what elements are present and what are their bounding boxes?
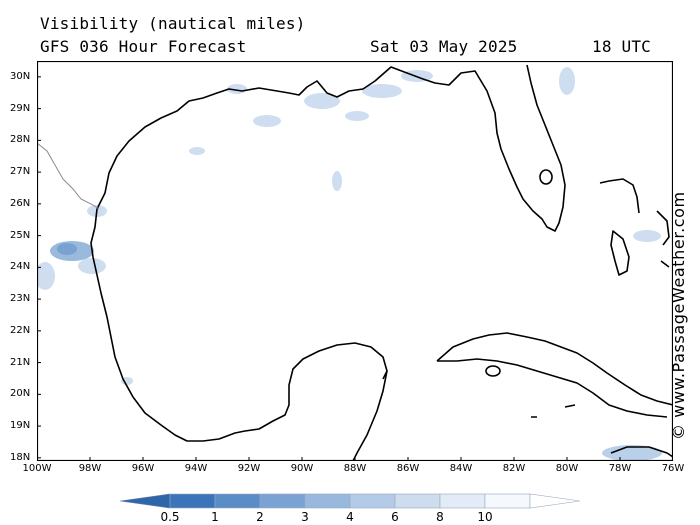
- lat-label: 20N: [10, 388, 31, 400]
- colorbar-min-arrow: [119, 493, 171, 509]
- cozumel: [382, 370, 388, 380]
- bahamas-islands: [599, 178, 670, 276]
- colorbar-tick-label: 4: [346, 510, 354, 524]
- lat-label: 24N: [10, 261, 31, 273]
- forecast-date: Sat 03 May 2025: [370, 37, 518, 56]
- lon-label: 88W: [343, 463, 367, 474]
- cayman-islands: [531, 404, 576, 418]
- colorbar-legend: 0.5 1 2 3 4 6 8 10: [119, 493, 581, 524]
- colorbar-tick-label: 0.5: [160, 510, 179, 524]
- colorbar-max-arrow: [529, 493, 581, 509]
- colorbar-tick-label: 2: [256, 510, 264, 524]
- us-mexico-border: [37, 142, 100, 210]
- lon-label: 100W: [22, 463, 52, 474]
- lat-label: 23N: [10, 293, 31, 305]
- lon-label: 84W: [449, 463, 473, 474]
- colorbar-segment: [304, 493, 351, 509]
- jamaica-coast: [610, 446, 673, 458]
- colorbar-tick-label: 1: [211, 510, 219, 524]
- lon-label: 96W: [131, 463, 155, 474]
- mexico-gulf-coast: [90, 208, 388, 461]
- colorbar-tick-label: 10: [477, 510, 492, 524]
- colorbar-segment: [214, 493, 261, 509]
- visibility-shading: [37, 67, 662, 461]
- forecast-time: 18 UTC: [592, 37, 651, 56]
- lat-label: 26N: [10, 197, 31, 209]
- lon-label: 86W: [396, 463, 420, 474]
- lon-label: 92W: [237, 463, 261, 474]
- lon-label: 90W: [290, 463, 314, 474]
- lon-label: 98W: [78, 463, 102, 474]
- us-gulf-coast: [96, 64, 566, 232]
- lon-label: 94W: [184, 463, 208, 474]
- forecast-model: GFS 036 Hour Forecast: [40, 37, 247, 56]
- visibility-map: [37, 61, 673, 461]
- colorbar-segment: [349, 493, 396, 509]
- isle-of-youth: [485, 365, 501, 377]
- colorbar-segment: [169, 493, 216, 509]
- lat-label: 25N: [10, 229, 31, 241]
- lon-label: 76W: [661, 463, 685, 474]
- colorbar-segment: [394, 493, 441, 509]
- colorbar-tick-label: 6: [391, 510, 399, 524]
- watermark: © www.PassageWeather.com: [669, 191, 688, 440]
- axis-ticks: [37, 76, 673, 461]
- lat-label: 22N: [10, 324, 31, 336]
- lon-label: 82W: [502, 463, 526, 474]
- lon-label: 80W: [555, 463, 579, 474]
- lat-label: 21N: [10, 356, 31, 368]
- lat-label: 30N: [10, 70, 31, 82]
- coastlines: [90, 64, 673, 461]
- lon-label: 78W: [608, 463, 632, 474]
- colorbar-tick-label: 3: [301, 510, 309, 524]
- chart-title: Visibility (nautical miles): [40, 14, 306, 33]
- map-border: [37, 61, 673, 461]
- lat-label: 18N: [10, 451, 31, 463]
- lake-okeechobee: [539, 169, 553, 185]
- lat-label: 29N: [10, 102, 31, 114]
- colorbar-segment: [484, 493, 531, 509]
- cuba-south-coast: [437, 358, 668, 418]
- colorbar-segment: [259, 493, 306, 509]
- lat-label: 28N: [10, 134, 31, 146]
- lat-label: 19N: [10, 420, 31, 432]
- cuba-coast: [436, 332, 673, 406]
- colorbar-tick-label: 8: [436, 510, 444, 524]
- colorbar-segment: [439, 493, 486, 509]
- lat-label: 27N: [10, 166, 31, 178]
